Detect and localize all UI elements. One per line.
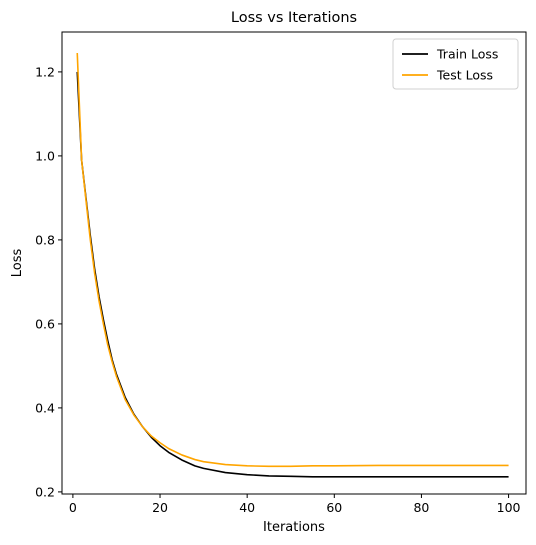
plot-area: 0 20 40 60 80 100 0.2 0.4 0.6 0.8 1.0 1.2 (35, 31, 527, 515)
y-tick-label: 1.2 (35, 64, 55, 79)
y-tick-label: 0.4 (35, 400, 55, 415)
y-tick-label: 0.6 (35, 316, 55, 331)
series-line-test-loss (76, 52, 509, 468)
y-axis-label: Loss (10, 249, 25, 278)
x-tick-label: 20 (152, 500, 168, 515)
y-tick-label: 0.2 (35, 484, 55, 499)
x-axis-label: Iterations (263, 520, 325, 535)
legend-label-train-loss: Train Loss (436, 47, 498, 62)
x-tick-label: 60 (326, 500, 342, 515)
y-tick-label: 0.8 (35, 232, 55, 247)
series-line-train-loss (76, 71, 509, 478)
x-tick-label: 40 (239, 500, 255, 515)
x-tick-label: 0 (69, 500, 77, 515)
legend: Train Loss Test Loss (392, 38, 519, 90)
legend-label-test-loss: Test Loss (436, 68, 493, 83)
x-tick-label: 80 (413, 500, 429, 515)
y-tick-label: 1.0 (35, 148, 55, 163)
chart-title: Loss vs Iterations (231, 10, 357, 26)
plot-frame (61, 31, 527, 495)
x-tick-label: 100 (497, 500, 521, 515)
legend-box (392, 38, 519, 90)
